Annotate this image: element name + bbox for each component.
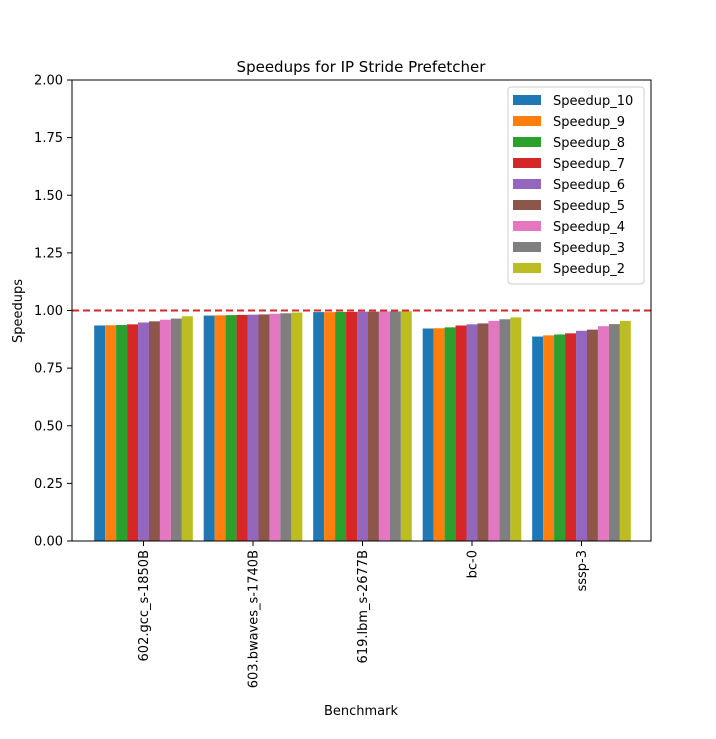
legend-box — [507, 86, 645, 285]
legend-swatch — [513, 200, 541, 210]
bar-speedup-10-2 — [313, 312, 325, 541]
x-tick-label: sssp-3 — [575, 550, 590, 592]
bar-speedup-10-3 — [422, 328, 434, 541]
bar-speedup-3-2 — [389, 311, 401, 541]
bar-speedup-5-1 — [258, 314, 270, 541]
bar-speedup-3-3 — [499, 319, 511, 541]
bar-speedup-9-1 — [214, 315, 226, 541]
legend-swatch — [513, 137, 541, 147]
bar-speedup-2-0 — [181, 316, 193, 541]
bar-speedup-4-3 — [488, 320, 500, 541]
bar-speedup-3-4 — [608, 324, 620, 541]
legend-label: Speedup_3 — [553, 241, 625, 256]
chart-title: Speedups for IP Stride Prefetcher — [237, 58, 487, 76]
legend-label: Speedup_9 — [553, 115, 625, 130]
bar-speedup-7-2 — [346, 311, 358, 541]
y-tick-label: 1.50 — [34, 189, 63, 204]
bar-speedup-8-4 — [554, 334, 566, 541]
legend-swatch — [513, 221, 541, 231]
bar-speedup-3-0 — [170, 318, 182, 541]
bar-speedup-9-0 — [105, 325, 117, 541]
legend-swatch — [513, 116, 541, 126]
legend-swatch — [513, 95, 541, 105]
legend-label: Speedup_10 — [553, 94, 633, 109]
legend-label: Speedup_8 — [553, 136, 625, 151]
bar-speedup-10-4 — [532, 336, 544, 541]
bar-speedup-2-1 — [291, 312, 303, 541]
bar-speedup-8-3 — [444, 327, 456, 541]
x-tick-label: 602.gcc_s-1850B — [137, 550, 152, 661]
x-tick-label: bc-0 — [466, 550, 481, 578]
bar-speedup-8-1 — [225, 315, 237, 541]
legend-label: Speedup_7 — [553, 157, 625, 172]
bar-speedup-4-1 — [269, 313, 281, 541]
bar-speedup-6-3 — [466, 324, 478, 541]
legend-swatch — [513, 263, 541, 273]
bar-speedup-7-0 — [127, 324, 139, 541]
legend-swatch — [513, 158, 541, 168]
y-tick-label: 0.50 — [34, 419, 63, 434]
bar-speedup-4-4 — [597, 326, 609, 541]
legend: Speedup_10 Speedup_9 Speedup_8 Speedup_7 Spe… — [507, 86, 645, 285]
bar-speedup-4-0 — [159, 319, 171, 541]
legend-swatch — [513, 242, 541, 252]
legend-label: Speedup_4 — [553, 220, 625, 235]
legend-label: Speedup_6 — [553, 178, 625, 193]
x-axis-label: Benchmark — [324, 704, 399, 719]
bar-speedup-8-0 — [116, 325, 128, 541]
bar-speedup-4-2 — [378, 311, 390, 541]
bar-speedup-5-2 — [367, 311, 379, 541]
bar-speedup-6-1 — [247, 314, 259, 541]
bar-speedup-10-0 — [94, 325, 106, 541]
bars-layer — [94, 311, 631, 541]
bar-speedup-7-1 — [236, 314, 248, 541]
bar-speedup-7-4 — [565, 333, 577, 541]
x-tick-label: 603.bwaves_s-1740B — [247, 550, 262, 688]
bar-speedup-9-3 — [433, 328, 445, 541]
bar-speedup-10-1 — [203, 315, 215, 541]
y-axis-label: Speedups — [11, 279, 26, 343]
y-tick-label: 0.25 — [34, 477, 63, 492]
legend-label: Speedup_5 — [553, 199, 625, 214]
bar-speedup-3-1 — [280, 313, 292, 541]
bar-speedup-2-4 — [619, 320, 631, 541]
y-tick-label: 0.75 — [34, 362, 63, 377]
bar-speedup-5-4 — [586, 329, 598, 541]
bar-speedup-2-2 — [400, 311, 412, 541]
bar-speedup-5-3 — [477, 323, 489, 541]
y-tick-label: 1.75 — [34, 131, 63, 146]
bar-speedup-6-0 — [138, 322, 149, 541]
bar-speedup-9-2 — [324, 312, 336, 541]
y-axis: 0.00 0.25 0.50 0.75 1.00 1.25 1.50 1.75 2.00 — [34, 74, 72, 550]
bar-speedup-5-0 — [148, 321, 160, 541]
y-tick-label: 1.25 — [34, 246, 63, 261]
y-tick-label: 1.00 — [34, 304, 63, 319]
bar-speedup-8-2 — [335, 311, 347, 541]
x-tick-label: 619.lbm_s-2677B — [356, 550, 371, 663]
bar-speedup-9-4 — [543, 335, 555, 541]
legend-swatch — [513, 179, 541, 189]
x-axis: 602.gcc_s-1850B 603.bwaves_s-1740B 619.lbm… — [137, 541, 590, 688]
bar-speedup-6-4 — [576, 330, 587, 541]
y-tick-label: 2.00 — [34, 74, 63, 89]
legend-label: Speedup_2 — [553, 262, 625, 277]
bar-speedup-7-3 — [455, 325, 467, 541]
y-tick-label: 0.00 — [34, 535, 63, 550]
bar-speedup-6-2 — [357, 311, 368, 541]
bar-speedup-2-3 — [510, 317, 522, 541]
